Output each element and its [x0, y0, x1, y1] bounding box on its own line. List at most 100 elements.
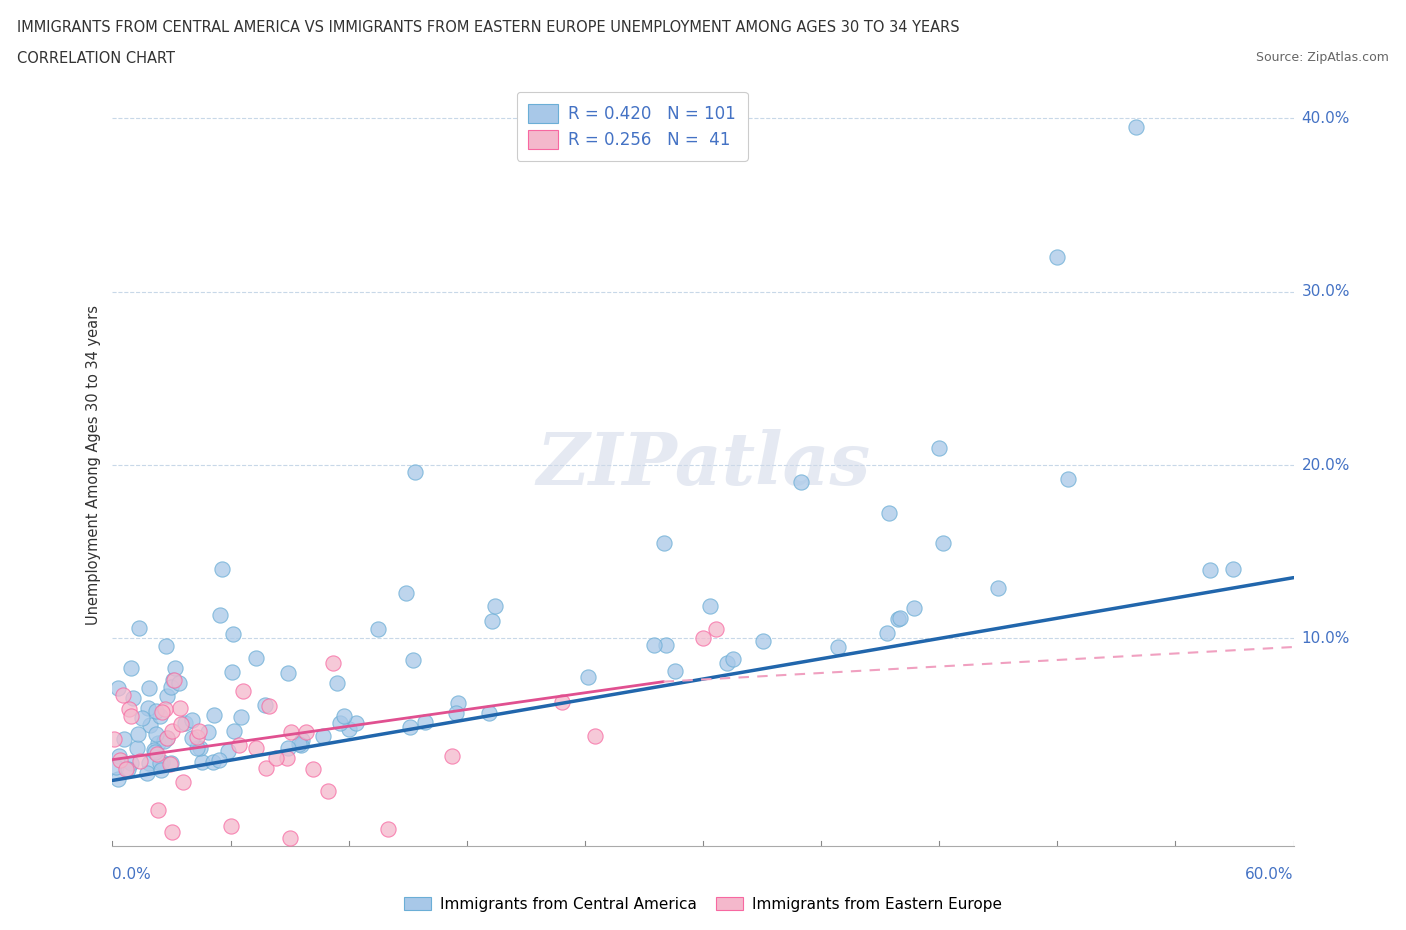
Point — [127, 727, 149, 742]
Point — [186, 729, 208, 744]
Point — [643, 638, 665, 653]
Text: CORRELATION CHART: CORRELATION CHART — [17, 51, 174, 66]
Point — [326, 675, 349, 690]
Point — [156, 731, 179, 746]
Point — [692, 631, 714, 645]
Point — [316, 783, 339, 798]
Point — [120, 661, 142, 676]
Point — [152, 734, 174, 749]
Point — [1199, 563, 1222, 578]
Point — [440, 749, 463, 764]
Point — [208, 753, 231, 768]
Point — [889, 610, 911, 625]
Point — [721, 652, 744, 667]
Point — [118, 701, 141, 716]
Point — [156, 731, 179, 746]
Point — [146, 747, 169, 762]
Point — [291, 733, 314, 748]
Point — [1046, 249, 1069, 264]
Point — [264, 751, 287, 765]
Point — [290, 738, 312, 753]
Point — [112, 732, 135, 747]
Point — [110, 752, 132, 767]
Point — [402, 652, 425, 667]
Point — [103, 732, 125, 747]
Point — [188, 724, 211, 738]
Legend: Immigrants from Central America, Immigrants from Eastern Europe: Immigrants from Central America, Immigra… — [398, 890, 1008, 918]
Point — [169, 717, 191, 732]
Point — [139, 718, 162, 733]
Point — [333, 709, 356, 724]
Point — [228, 737, 250, 752]
Point — [404, 465, 426, 480]
Text: 0.0%: 0.0% — [112, 867, 152, 882]
Point — [107, 772, 129, 787]
Point — [149, 709, 172, 724]
Text: 40.0%: 40.0% — [1302, 111, 1350, 126]
Point — [146, 803, 169, 817]
Point — [143, 745, 166, 760]
Point — [149, 762, 172, 777]
Point — [655, 637, 678, 652]
Point — [120, 709, 142, 724]
Point — [447, 696, 470, 711]
Point — [180, 712, 202, 727]
Point — [367, 621, 389, 636]
Point — [699, 598, 721, 613]
Text: 10.0%: 10.0% — [1302, 631, 1350, 645]
Point — [377, 821, 399, 836]
Point — [107, 681, 129, 696]
Point — [143, 742, 166, 757]
Point — [138, 681, 160, 696]
Point — [105, 759, 128, 774]
Point — [149, 755, 172, 770]
Point — [107, 749, 129, 764]
Point — [664, 663, 686, 678]
Point — [188, 741, 211, 756]
Point — [172, 774, 194, 789]
Point — [928, 440, 950, 455]
Point — [146, 736, 169, 751]
Y-axis label: Unemployment Among Ages 30 to 34 years: Unemployment Among Ages 30 to 34 years — [86, 305, 101, 625]
Point — [221, 626, 243, 641]
Point — [254, 760, 277, 775]
Point — [277, 665, 299, 680]
Point — [117, 762, 139, 777]
Point — [276, 751, 298, 765]
Point — [191, 754, 214, 769]
Point — [312, 728, 335, 743]
Point — [344, 716, 367, 731]
Point — [135, 765, 157, 780]
Point — [295, 725, 318, 740]
Point — [245, 740, 267, 755]
Point — [877, 506, 900, 521]
Point — [211, 562, 233, 577]
Point — [159, 756, 181, 771]
Text: 30.0%: 30.0% — [1302, 285, 1350, 299]
Point — [201, 755, 224, 770]
Point — [280, 724, 302, 739]
Point — [329, 716, 352, 731]
Point — [876, 625, 898, 640]
Point — [827, 639, 849, 654]
Point — [301, 762, 323, 777]
Point — [127, 740, 149, 755]
Point — [932, 536, 955, 551]
Point — [706, 622, 728, 637]
Point — [1057, 472, 1080, 486]
Point — [180, 730, 202, 745]
Point — [576, 670, 599, 684]
Text: IMMIGRANTS FROM CENTRAL AMERICA VS IMMIGRANTS FROM EASTERN EUROPE UNEMPLOYMENT A: IMMIGRANTS FROM CENTRAL AMERICA VS IMMIG… — [17, 20, 959, 35]
Point — [153, 701, 176, 716]
Text: 60.0%: 60.0% — [1246, 867, 1294, 882]
Point — [111, 687, 134, 702]
Point — [162, 724, 184, 738]
Point — [903, 601, 925, 616]
Point — [173, 716, 195, 731]
Point — [150, 705, 173, 720]
Point — [337, 722, 360, 737]
Point — [232, 684, 254, 698]
Point — [254, 698, 277, 712]
Point — [138, 700, 160, 715]
Point — [444, 706, 467, 721]
